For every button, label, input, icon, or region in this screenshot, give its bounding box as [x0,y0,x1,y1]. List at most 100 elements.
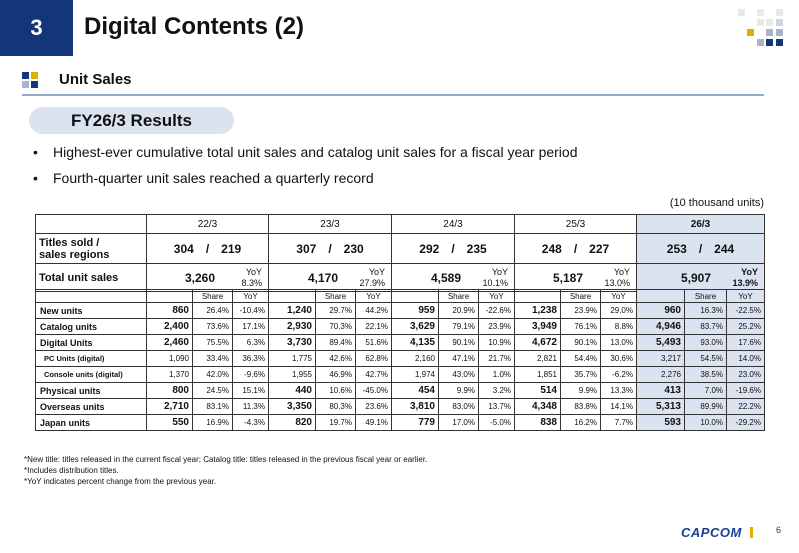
yoy-value: 42.7% [355,366,392,383]
section-divider [22,94,764,96]
year-header: 25/3 [514,214,637,234]
table-row: Console units (digital) 1,370 42.0% -9.6% 1,… [35,366,765,383]
bullet-item: • Fourth-quarter unit sales reached a qua… [33,170,374,186]
corner-cell [35,214,147,234]
value-subheader [391,289,439,303]
year-header-current: 26/3 [636,214,765,234]
units-value: 413 [636,382,685,399]
units-value: 4,348 [514,398,561,415]
table-row: Catalog units 2,400 73.6% 17.1% 2,930 70.3% 22… [35,318,765,335]
units-value: 959 [391,302,439,319]
section-number: 3 [0,0,73,56]
yoy-value: 11.3% [232,398,269,415]
units-value: 550 [146,414,193,431]
share-value: 73.6% [192,318,233,335]
yoy-value: 7.7% [600,414,637,431]
units-value: 3,949 [514,318,561,335]
titles-value: 253 / 244 [636,233,765,264]
titles-value: 304 / 219 [146,233,269,264]
yoy-value: 3.2% [478,382,515,399]
yoy-value: 22.1% [355,318,392,335]
share-value: 83.7% [684,318,727,335]
yoy-value: 17.6% [726,334,765,351]
year-header: 23/3 [268,214,392,234]
row-label: PC Units (digital) [35,350,147,367]
yoy-value: -9.6% [232,366,269,383]
footnote: *New title: titles released in the curre… [24,455,428,464]
yoy-value: 10.1% [482,277,508,288]
total-label: Total unit sales [35,263,147,292]
row-label: Catalog units [35,318,147,335]
share-value: 24.5% [192,382,233,399]
total-value: 4,589 [430,270,461,285]
units-value: 1,240 [268,302,316,319]
yoy-value: -10.4% [232,302,269,319]
share-value: 38.5% [684,366,727,383]
value-subheader [268,289,316,303]
share-value: 70.3% [315,318,356,335]
yoy-value: 62.8% [355,350,392,367]
yoy-value: 23.9% [478,318,515,335]
units-value: 4,135 [391,334,439,351]
share-value: 9.9% [438,382,479,399]
table-row: Digital Units 2,460 75.5% 6.3% 3,730 89.4% 51.… [35,334,765,351]
total-cell: 4,170 YoY 27.9% [268,263,392,292]
share-value: 23.9% [560,302,601,319]
yoy-value: 23.0% [726,366,765,383]
yoy-value: 29.0% [600,302,637,319]
units-value: 1,370 [146,366,193,383]
yoy-value: 13.3% [600,382,637,399]
yoy-value: 51.6% [355,334,392,351]
units-value: 838 [514,414,561,431]
units-value: 860 [146,302,193,319]
units-value: 2,710 [146,398,193,415]
units-value: 5,493 [636,334,685,351]
total-row: Total unit sales 3,260 YoY 8.3% 4,170 YoY 27… [35,263,765,292]
units-value: 1,974 [391,366,439,383]
yoy-subheader: YoY [232,289,269,303]
table-row: PC Units (digital) 1,090 33.4% 36.3% 1,775 42… [35,350,765,367]
units-value: 3,810 [391,398,439,415]
yoy-value: 13.0% [604,277,630,288]
share-value: 10.6% [315,382,356,399]
yoy-value: 8.3% [241,277,262,288]
units-value: 800 [146,382,193,399]
row-label: Digital Units [35,334,147,351]
bullet-icon: • [33,170,38,186]
units-value: 4,946 [636,318,685,335]
share-value: 9.9% [560,382,601,399]
table-row: New units 860 26.4% -10.4% 1,240 29.7% 44.2% 95… [35,302,765,319]
year-header: 24/3 [391,214,515,234]
yoy-label: YoY [491,266,508,277]
yoy-value: -4.3% [232,414,269,431]
units-value: 3,350 [268,398,316,415]
units-value: 2,400 [146,318,193,335]
yoy-label: YoY [741,266,758,277]
yoy-subheader: YoY [478,289,515,303]
value-subheader [514,289,561,303]
units-value: 2,276 [636,366,685,383]
total-value: 3,260 [184,270,215,285]
yoy-value: 13.9% [732,277,758,288]
yoy-value: -45.0% [355,382,392,399]
titles-value: 248 / 227 [514,233,637,264]
share-value: 35.7% [560,366,601,383]
units-value: 1,955 [268,366,316,383]
units-value: 2,460 [146,334,193,351]
year-header: 22/3 [146,214,269,234]
share-value: 47.1% [438,350,479,367]
titles-value: 307 / 230 [268,233,392,264]
section-icon [22,72,38,88]
total-cell: 4,589 YoY 10.1% [391,263,515,292]
units-value: 440 [268,382,316,399]
share-yoy-header-row: Share YoY Share YoY Share YoY Share YoY Share YoY [35,289,765,303]
yoy-value: 44.2% [355,302,392,319]
yoy-value: 10.9% [478,334,515,351]
share-value: 79.1% [438,318,479,335]
table-row: Japan units 550 16.9% -4.3% 820 19.7% 49.1% 779… [35,414,765,431]
yoy-value: 14.0% [726,350,765,367]
page-number: 6 [776,525,782,535]
share-value: 89.9% [684,398,727,415]
share-value: 16.2% [560,414,601,431]
unit-note: (10 thousand units) [669,197,764,209]
